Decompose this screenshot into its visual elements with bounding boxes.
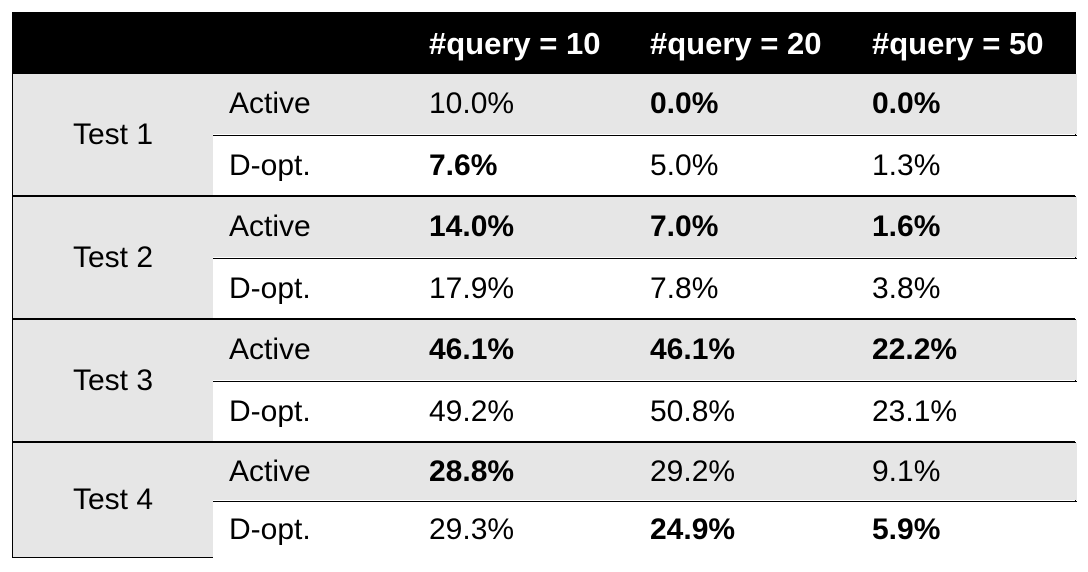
group-divider [13,195,1075,197]
value-q50: 1.6% [872,210,941,243]
results-table: #query = 10 #query = 20 #query = 50 Test… [12,12,1077,558]
test-group: Test 1 Active 10.0% 0.0% 0.0% D-opt. 7.6… [13,74,1077,196]
value-q20: 50.8% [650,395,736,428]
method-label: D-opt. [229,149,311,182]
value-q10: 29.3% [429,513,515,546]
value-q20: 7.0% [650,210,719,243]
table-row-active: Active 10.0% 0.0% 0.0% [213,74,1077,134]
value-q50: 0.0% [872,87,941,120]
header-query-20: #query = 20 [650,26,822,61]
header-query-50: #query = 50 [872,26,1044,61]
method-label: D-opt. [229,513,311,546]
test-label: Test 3 [13,320,213,441]
value-q10: 17.9% [429,272,515,305]
value-q20: 0.0% [650,87,719,120]
method-label: Active [229,210,311,243]
value-q50: 23.1% [872,395,958,428]
value-q50: 9.1% [872,455,941,488]
group-divider [13,441,1075,443]
method-label: Active [229,87,311,120]
value-q10: 10.0% [429,87,515,120]
test-label: Test 4 [13,443,213,557]
value-q10: 14.0% [429,210,515,243]
value-q20: 24.9% [650,513,736,546]
value-q50: 3.8% [872,272,941,305]
value-q20: 5.0% [650,149,719,182]
value-q10: 46.1% [429,333,515,366]
method-label: D-opt. [229,272,311,305]
table-row-active: Active 28.8% 29.2% 9.1% [213,443,1077,500]
table-row-active: Active 14.0% 7.0% 1.6% [213,197,1077,257]
table-row-dopt: D-opt. 17.9% 7.8% 3.8% [213,258,1077,319]
value-q10: 28.8% [429,455,515,488]
test-group: Test 3 Active 46.1% 46.1% 22.2% D-opt. 4… [13,320,1077,442]
value-q50: 1.3% [872,149,941,182]
table-row-active: Active 46.1% 46.1% 22.2% [213,320,1077,380]
value-q10: 7.6% [429,149,498,182]
value-q20: 29.2% [650,455,736,488]
table-row-dopt: D-opt. 7.6% 5.0% 1.3% [213,135,1077,196]
table-header: #query = 10 #query = 20 #query = 50 [13,13,1075,74]
test-label: Test 1 [13,74,213,195]
value-q50: 5.9% [872,513,941,546]
header-query-10: #query = 10 [429,26,601,61]
method-label: Active [229,333,311,366]
group-divider [13,318,1075,320]
method-label: D-opt. [229,395,311,428]
test-label: Test 2 [13,197,213,318]
test-group: Test 4 Active 28.8% 29.2% 9.1% D-opt. 29… [13,443,1077,558]
value-q20: 7.8% [650,272,719,305]
test-group: Test 2 Active 14.0% 7.0% 1.6% D-opt. 17.… [13,197,1077,319]
value-q20: 46.1% [650,333,736,366]
table-row-dopt: D-opt. 49.2% 50.8% 23.1% [213,381,1077,442]
value-q50: 22.2% [872,333,958,366]
method-label: Active [229,455,311,488]
value-q10: 49.2% [429,395,515,428]
table-row-dopt: D-opt. 29.3% 24.9% 5.9% [213,501,1077,558]
